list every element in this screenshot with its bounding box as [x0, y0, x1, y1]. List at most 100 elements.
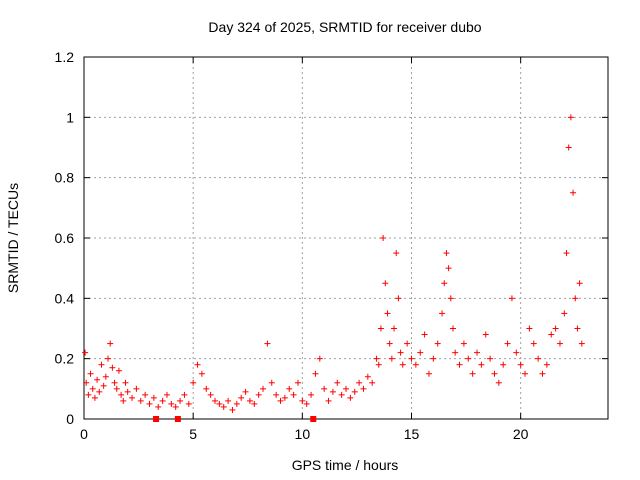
data-point — [203, 385, 210, 392]
data-point — [163, 391, 170, 398]
y-tick-label: 0.2 — [55, 351, 75, 367]
data-point — [360, 385, 367, 392]
data-point-low — [174, 416, 181, 422]
data-point — [109, 364, 116, 371]
data-point — [421, 331, 428, 338]
x-tick-label: 15 — [404, 426, 420, 442]
data-point — [246, 397, 253, 404]
y-tick-label: 0.4 — [55, 290, 75, 306]
data-point — [181, 391, 188, 398]
data-point — [548, 331, 555, 338]
data-point — [100, 382, 107, 389]
x-axis-label: GPS time / hours — [292, 457, 399, 473]
data-point — [96, 388, 103, 395]
y-tick-label: 0 — [66, 411, 74, 427]
data-point — [412, 361, 419, 368]
data-point — [552, 325, 559, 332]
data-point — [570, 189, 577, 196]
data-point — [113, 385, 120, 392]
data-point — [98, 361, 105, 368]
data-point — [255, 391, 262, 398]
x-axis: 0 5 10 15 20 — [80, 57, 529, 442]
data-point — [82, 349, 89, 356]
data-point — [439, 310, 446, 317]
data-point — [207, 391, 214, 398]
data-point — [452, 349, 459, 356]
data-point — [456, 361, 463, 368]
data-point — [185, 400, 192, 407]
data-point — [290, 391, 297, 398]
data-point — [556, 340, 563, 347]
data-point — [133, 385, 140, 392]
data-point — [294, 379, 301, 386]
data-point — [251, 400, 258, 407]
data-point — [168, 400, 175, 407]
data-point — [159, 397, 166, 404]
data-point — [321, 385, 328, 392]
data-point — [146, 400, 153, 407]
data-point — [118, 391, 125, 398]
data-point — [312, 370, 319, 377]
data-point — [513, 349, 520, 356]
x-tick-label: 10 — [295, 426, 311, 442]
data-point — [522, 370, 529, 377]
data-point — [417, 349, 424, 356]
data-point — [87, 370, 94, 377]
data-point — [399, 361, 406, 368]
data-point — [303, 400, 310, 407]
data-point — [268, 379, 275, 386]
y-tick-label: 0.6 — [55, 230, 75, 246]
data-point — [465, 355, 472, 362]
y-tick-label: 1 — [66, 109, 74, 125]
data-point — [393, 250, 400, 257]
data-point-low — [153, 416, 160, 422]
data-point — [155, 403, 162, 410]
data-point — [508, 295, 515, 302]
data-point — [343, 385, 349, 392]
data-point — [561, 310, 568, 317]
data-point — [574, 325, 581, 332]
data-point — [449, 325, 456, 332]
low-points — [153, 416, 317, 422]
y-axis-label: SRMTID / TECUs — [5, 183, 21, 293]
data-point — [408, 355, 415, 362]
data-point — [286, 385, 293, 392]
data-point — [578, 340, 585, 347]
data-series-srmtid — [82, 114, 585, 413]
data-point — [177, 397, 184, 404]
data-point — [105, 355, 112, 362]
data-point — [137, 397, 144, 404]
data-point — [172, 403, 179, 410]
data-point — [334, 379, 341, 386]
data-point — [124, 388, 131, 395]
data-point — [567, 114, 574, 121]
x-tick-label: 20 — [513, 426, 529, 442]
data-point — [338, 391, 345, 398]
data-point — [329, 388, 336, 395]
data-point — [447, 295, 454, 302]
data-point — [530, 340, 537, 347]
data-point — [316, 355, 323, 362]
data-point — [216, 400, 223, 407]
data-point — [482, 331, 489, 338]
data-point — [386, 340, 393, 347]
data-point — [565, 144, 572, 151]
y-tick-label: 1.2 — [55, 49, 75, 65]
data-point — [94, 376, 101, 383]
data-point — [388, 355, 395, 362]
data-point — [233, 400, 240, 407]
data-point — [277, 397, 284, 404]
data-point — [122, 379, 129, 386]
data-point — [225, 397, 232, 404]
data-point — [83, 379, 90, 386]
data-point — [150, 394, 157, 401]
data-point — [238, 394, 245, 401]
data-point — [445, 265, 452, 272]
data-point — [469, 370, 476, 377]
data-point — [91, 394, 98, 401]
grid — [84, 57, 608, 419]
x-tick-label: 5 — [189, 426, 197, 442]
data-point — [281, 394, 288, 401]
y-tick-label: 0.8 — [55, 170, 75, 186]
